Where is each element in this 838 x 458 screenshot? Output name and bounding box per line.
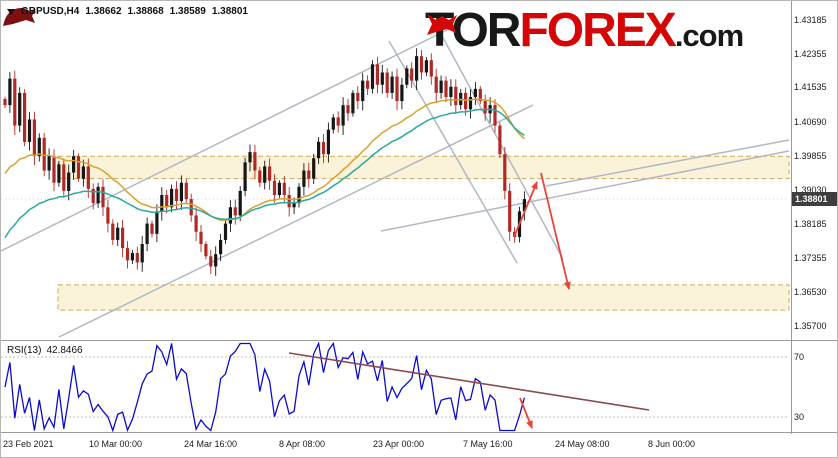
- logo-part-forex: FOREX: [519, 4, 676, 57]
- rsi-value: 42.8466: [46, 345, 83, 356]
- pane-separator[interactable]: [1, 340, 837, 341]
- time-axis-label: 23 Apr 00:00: [373, 439, 425, 449]
- rsi-canvas[interactable]: [1, 342, 791, 432]
- rsi-indicator-label: RSI(13) 42.8466: [7, 345, 83, 356]
- support-trendline-short[interactable]: [545, 139, 790, 187]
- rsi-axis[interactable]: 70 30: [792, 342, 837, 432]
- time-axis-label: 23 Feb 2021: [3, 439, 54, 449]
- price-axis-label: 1.43185: [794, 14, 827, 25]
- symbol-timeframe: GBPUSD,H4: [21, 6, 80, 17]
- triangle-down-icon: [7, 8, 15, 15]
- torforex-logo: TORFOREX.com: [425, 3, 744, 60]
- ascending-channel-lower[interactable]: [58, 104, 534, 338]
- symbol-info: GBPUSD,H4 1.38662 1.38868 1.38589 1.3880…: [7, 6, 248, 17]
- moving-average-fast: [4, 108, 525, 239]
- price-axis-label: 1.38185: [794, 219, 827, 230]
- rsi-axis-label: 70: [794, 352, 805, 362]
- price-axis-label: 1.36530: [794, 286, 827, 297]
- price-axis-label: 1.35700: [794, 320, 827, 331]
- rsi-trendline[interactable]: [288, 352, 650, 411]
- price-axis-label: 1.42355: [794, 48, 827, 59]
- logo-text: TORFOREX.com: [425, 3, 744, 60]
- time-axis-label: 8 Apr 08:00: [279, 439, 326, 449]
- support-trendline-long[interactable]: [380, 150, 790, 232]
- price-axis-label: 1.39855: [794, 151, 827, 161]
- bounce-arrow[interactable]: [513, 181, 538, 238]
- price-axis-label: 1.41535: [794, 82, 827, 93]
- ohlc-low: 1.38589: [169, 6, 206, 17]
- time-axis[interactable]: 23 Feb 2021 10 Mar 00:00 24 Mar 16:00 8 Apr…: [1, 434, 837, 457]
- ohlc-open: 1.38662: [85, 6, 122, 17]
- time-axis-label: 7 May 16:00: [463, 439, 513, 449]
- time-axis-label: 24 May 08:00: [555, 439, 610, 449]
- price-axis[interactable]: 1.43185 1.42355 1.41535 1.40690 1.39855 1.390…: [792, 1, 837, 340]
- price-axis-label: 1.37355: [794, 253, 827, 264]
- time-axis-label: 24 Mar 16:00: [184, 439, 238, 449]
- ascending-channel-upper[interactable]: [1, 28, 450, 252]
- axis-divider: [791, 1, 792, 434]
- price-axis-label: 1.39030: [794, 184, 827, 195]
- resistance-zone[interactable]: [57, 155, 790, 180]
- logo-part-com: .com: [674, 18, 744, 53]
- pane-separator[interactable]: [1, 432, 837, 433]
- moving-average-slow: [4, 98, 525, 222]
- time-axis-label: 8 Jun 00:00: [648, 439, 696, 449]
- rsi-line: [4, 342, 526, 432]
- rsi-name: RSI(13): [7, 345, 42, 356]
- price-axis-label: 1.40690: [794, 116, 827, 127]
- price-chart-canvas[interactable]: [1, 1, 791, 340]
- support-zone[interactable]: [57, 284, 790, 311]
- time-axis-label: 10 Mar 00:00: [89, 439, 143, 449]
- bull-icon: [427, 14, 457, 35]
- ohlc-close: 1.38801: [211, 6, 248, 17]
- rsi-arrow[interactable]: [519, 397, 533, 429]
- bull-shape: [427, 14, 457, 35]
- rsi-axis-label: 30: [794, 412, 805, 422]
- ohlc-high: 1.38868: [127, 6, 164, 17]
- projection-arrow[interactable]: [540, 172, 571, 290]
- current-price-badge: 1.38801: [792, 192, 837, 207]
